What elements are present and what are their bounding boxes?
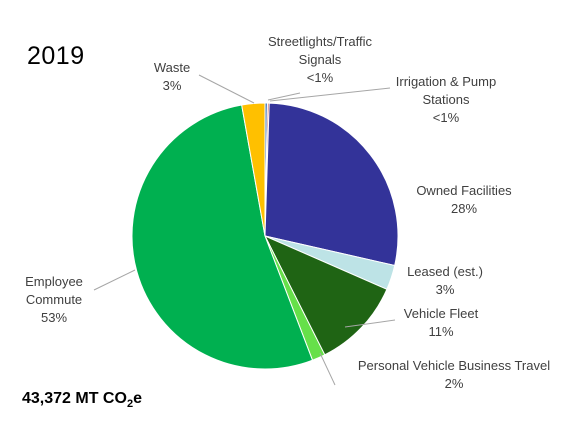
total-emissions-suffix: e <box>133 390 142 407</box>
data-label-personal-vehicle-business-travel: Personal Vehicle Business Travel 2% <box>358 358 550 391</box>
data-label-leased-est: Leased (est.) 3% <box>407 264 483 297</box>
data-label-owned-facilities: Owned Facilities 28% <box>416 183 512 216</box>
total-emissions-label: 43,372 MT CO2e <box>22 390 142 410</box>
chart-title: 2019 <box>27 42 85 70</box>
leader-line-vehicle-fleet <box>344 319 396 328</box>
pie-slice-owned-facilities <box>264 102 399 267</box>
leader-line-personal-vehicle-business-travel <box>319 352 336 386</box>
data-label-vehicle-fleet: Vehicle Fleet 11% <box>404 306 479 339</box>
data-label-streetlights-traffic-signals: Streetlights/Traffic Signals <1% <box>268 34 373 85</box>
leader-line-waste <box>198 74 255 104</box>
total-emissions-value: 43,372 MT CO <box>22 390 127 407</box>
data-label-irrigation-pump-stations: Irrigation & Pump Stations <1% <box>396 74 496 125</box>
leader-line-irrigation-pump-stations <box>269 87 391 102</box>
total-emissions-subscript: 2 <box>126 398 134 411</box>
pie-slice-waste <box>241 102 266 237</box>
data-label-waste: Waste 3% <box>154 60 190 93</box>
pie-slice-employee-commute <box>131 104 314 370</box>
leader-line-employee-commute <box>93 269 136 291</box>
data-label-employee-commute: Employee Commute 53% <box>25 274 83 325</box>
leader-line-streetlights-traffic-signals <box>267 92 301 101</box>
